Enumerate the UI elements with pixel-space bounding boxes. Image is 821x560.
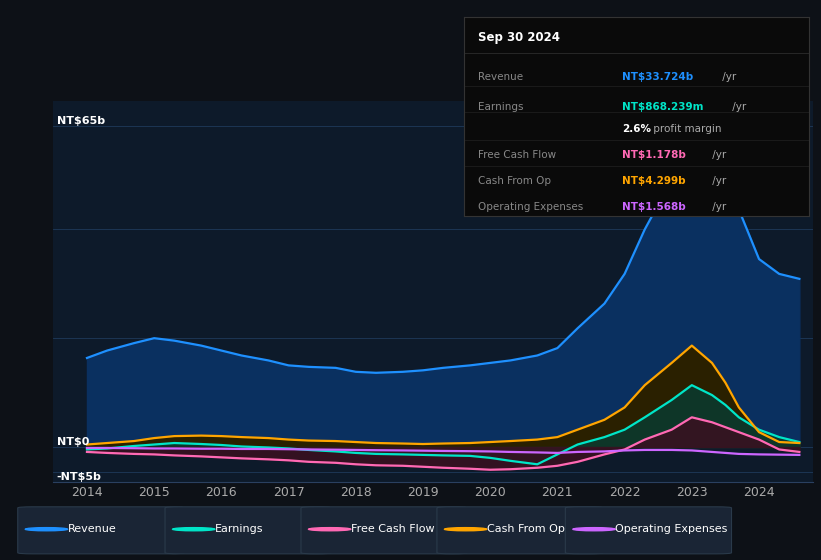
FancyBboxPatch shape xyxy=(165,507,331,554)
Text: -NT$5b: -NT$5b xyxy=(57,472,102,482)
Text: NT$33.724b: NT$33.724b xyxy=(622,72,694,82)
Text: profit margin: profit margin xyxy=(650,124,722,134)
Text: NT$1.178b: NT$1.178b xyxy=(622,150,686,160)
Text: Cash From Op: Cash From Op xyxy=(487,524,565,534)
Circle shape xyxy=(25,528,67,531)
FancyBboxPatch shape xyxy=(566,507,732,554)
Text: Sep 30 2024: Sep 30 2024 xyxy=(478,31,560,44)
Text: 2.6%: 2.6% xyxy=(622,124,652,134)
Text: Free Cash Flow: Free Cash Flow xyxy=(351,524,434,534)
Text: Earnings: Earnings xyxy=(215,524,264,534)
Text: /yr: /yr xyxy=(709,202,727,212)
Circle shape xyxy=(172,528,215,531)
Text: Operating Expenses: Operating Expenses xyxy=(478,202,583,212)
Text: /yr: /yr xyxy=(729,102,746,113)
FancyBboxPatch shape xyxy=(301,507,467,554)
Text: NT$0: NT$0 xyxy=(57,437,89,447)
Text: Revenue: Revenue xyxy=(478,72,523,82)
Circle shape xyxy=(573,528,615,531)
Text: NT$1.568b: NT$1.568b xyxy=(622,202,686,212)
Text: /yr: /yr xyxy=(709,176,727,186)
Circle shape xyxy=(444,528,487,531)
Text: NT$4.299b: NT$4.299b xyxy=(622,176,686,186)
FancyBboxPatch shape xyxy=(437,507,603,554)
Text: Revenue: Revenue xyxy=(67,524,117,534)
FancyBboxPatch shape xyxy=(18,507,184,554)
Text: NT$65b: NT$65b xyxy=(57,115,105,125)
Text: Cash From Op: Cash From Op xyxy=(478,176,551,186)
Text: Operating Expenses: Operating Expenses xyxy=(615,524,727,534)
Circle shape xyxy=(309,528,351,531)
Text: Free Cash Flow: Free Cash Flow xyxy=(478,150,556,160)
Text: /yr: /yr xyxy=(709,150,727,160)
Text: /yr: /yr xyxy=(719,72,736,82)
Text: NT$868.239m: NT$868.239m xyxy=(622,102,704,113)
Text: Earnings: Earnings xyxy=(478,102,523,113)
